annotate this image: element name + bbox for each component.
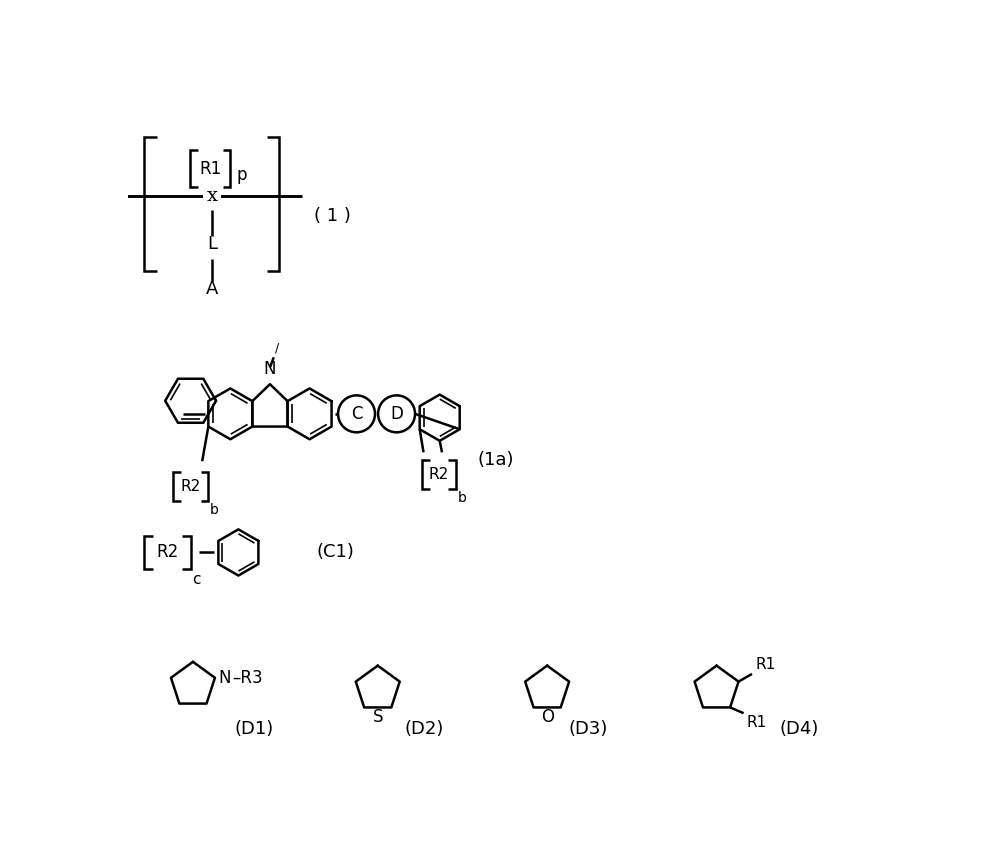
Text: (D4): (D4): [779, 720, 819, 738]
Text: S: S: [372, 708, 383, 727]
Text: R1: R1: [755, 657, 775, 672]
Text: C: C: [351, 405, 362, 422]
Text: N: N: [219, 669, 231, 687]
Text: R2: R2: [429, 468, 449, 482]
Text: D: D: [390, 405, 403, 422]
Text: b: b: [210, 503, 219, 517]
Text: R2: R2: [180, 479, 201, 494]
Text: b: b: [457, 490, 466, 505]
Text: R2: R2: [156, 543, 179, 562]
Text: –R3: –R3: [232, 669, 262, 687]
Text: N: N: [264, 360, 276, 378]
Text: R1: R1: [199, 160, 221, 178]
Text: (D2): (D2): [404, 720, 444, 738]
Text: /: /: [275, 341, 279, 354]
Text: p: p: [236, 166, 247, 184]
Text: O: O: [541, 708, 554, 727]
Text: (D1): (D1): [235, 720, 274, 738]
Text: A: A: [206, 280, 218, 298]
Text: ( 1 ): ( 1 ): [314, 207, 351, 224]
Text: (D3): (D3): [568, 720, 608, 738]
Text: c: c: [192, 572, 201, 586]
Text: L: L: [207, 235, 217, 253]
Text: x: x: [206, 187, 217, 206]
Text: R1: R1: [747, 715, 767, 730]
Text: (C1): (C1): [316, 543, 354, 562]
Text: (1a): (1a): [478, 451, 514, 469]
